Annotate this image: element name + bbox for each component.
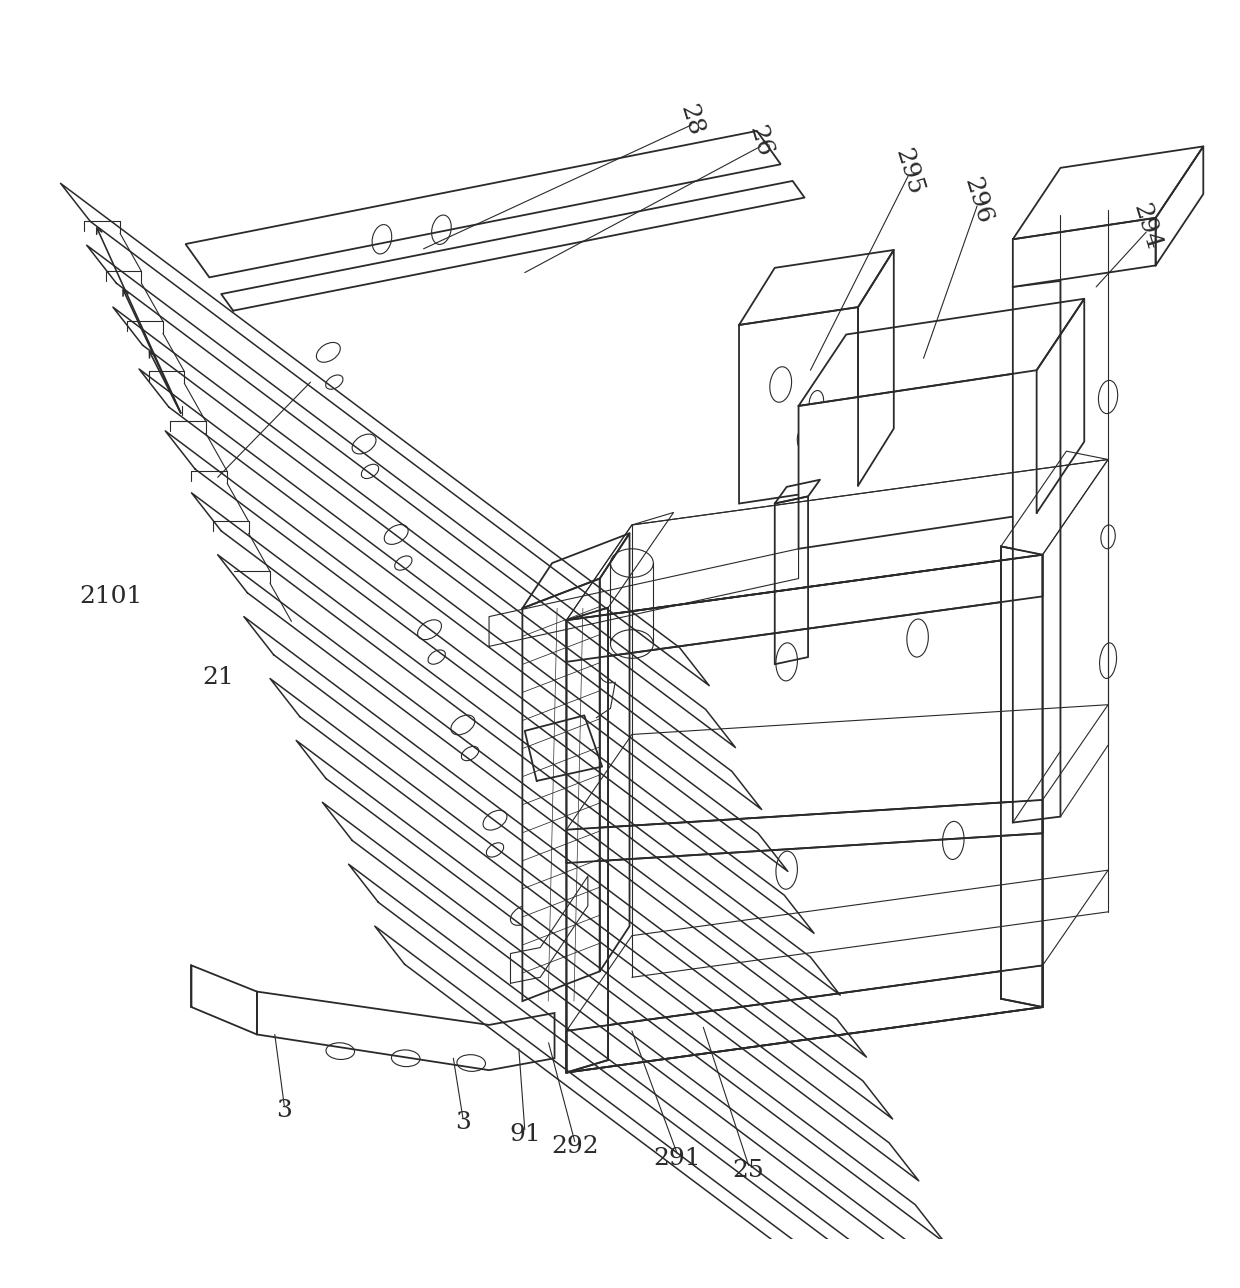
- Text: 21: 21: [202, 666, 233, 689]
- Text: 91: 91: [508, 1123, 541, 1146]
- Polygon shape: [522, 578, 600, 1001]
- Polygon shape: [257, 992, 554, 1070]
- Text: 2101: 2101: [79, 585, 143, 608]
- Text: 291: 291: [653, 1146, 701, 1170]
- Polygon shape: [1001, 546, 1043, 1007]
- Polygon shape: [739, 307, 858, 504]
- Text: 295: 295: [890, 146, 926, 197]
- Polygon shape: [186, 131, 781, 277]
- Text: 296: 296: [960, 175, 994, 227]
- Polygon shape: [567, 555, 1043, 662]
- Polygon shape: [567, 966, 1043, 1073]
- Text: 26: 26: [745, 124, 776, 160]
- Text: 25: 25: [733, 1159, 764, 1181]
- Text: 3: 3: [455, 1112, 471, 1133]
- Polygon shape: [567, 800, 1043, 863]
- Text: 292: 292: [551, 1135, 599, 1158]
- Polygon shape: [1013, 218, 1156, 287]
- Polygon shape: [799, 370, 1037, 549]
- Text: 3: 3: [277, 1099, 293, 1122]
- Text: 294: 294: [1128, 201, 1164, 254]
- Polygon shape: [1013, 281, 1060, 823]
- Text: 28: 28: [676, 102, 707, 139]
- Polygon shape: [567, 608, 608, 1073]
